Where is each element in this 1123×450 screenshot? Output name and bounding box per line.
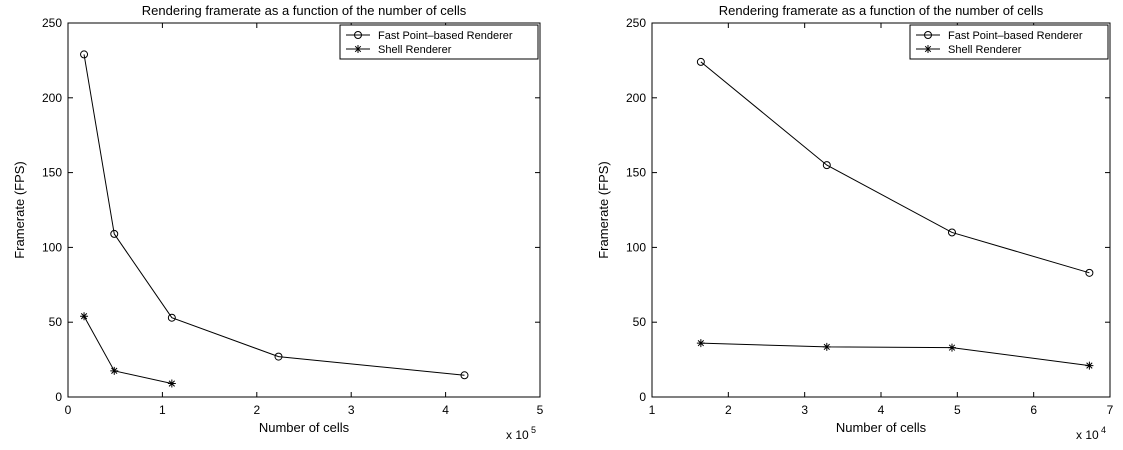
y-axis-label: Framerate (FPS)	[596, 161, 611, 259]
plot-area	[67, 22, 541, 398]
legend-entry: Shell Renderer	[948, 44, 1022, 56]
x-multiplier-exponent: 5	[531, 425, 536, 435]
x-tick-label: 5	[537, 403, 544, 417]
y-tick-label: 100	[42, 240, 62, 254]
data-point-shell-renderer	[947, 343, 956, 352]
chart-right: Rendering framerate as a function of the…	[596, 3, 1114, 442]
legend-entry: Fast Point–based Renderer	[378, 30, 513, 42]
series-line-shell-renderer	[700, 342, 1090, 367]
data-point-shell-renderer	[110, 366, 119, 375]
x-axis-label: Number of cells	[259, 420, 350, 435]
plot-area	[651, 22, 1111, 398]
x-multiplier-exponent: 4	[1101, 425, 1106, 435]
y-tick-label: 150	[626, 166, 646, 180]
data-point-shell-renderer	[1085, 361, 1094, 370]
data-point-fast-point-renderer	[1085, 268, 1094, 277]
y-axis-label: Framerate (FPS)	[12, 161, 27, 259]
data-point-fast-point-renderer	[460, 371, 469, 380]
x-tick-label: 2	[725, 403, 732, 417]
x-tick-label: 4	[878, 403, 885, 417]
y-tick-label: 150	[42, 166, 62, 180]
data-point-fast-point-renderer	[947, 228, 956, 237]
legend	[339, 24, 539, 60]
y-tick-label: 200	[42, 91, 62, 105]
y-tick-label: 100	[626, 240, 646, 254]
legend-entry: Shell Renderer	[378, 44, 452, 56]
y-tick-label: 0	[55, 390, 62, 404]
chart-left: Rendering framerate as a function of the…	[12, 3, 544, 442]
legend-marker	[354, 31, 362, 39]
data-point-fast-point-renderer	[167, 313, 176, 322]
y-tick-label: 200	[626, 91, 646, 105]
legend	[909, 24, 1109, 60]
x-tick-label: 5	[954, 403, 961, 417]
data-point-fast-point-renderer	[822, 161, 831, 170]
chart-title: Rendering framerate as a function of the…	[719, 3, 1044, 18]
x-tick-label: 7	[1107, 403, 1114, 417]
x-tick-label: 4	[442, 403, 449, 417]
data-point-shell-renderer	[822, 342, 831, 351]
x-tick-label: 3	[348, 403, 355, 417]
series-line-shell-renderer	[83, 315, 172, 385]
data-point-fast-point-renderer	[696, 57, 705, 66]
x-multiplier: x 10	[506, 428, 529, 442]
x-multiplier: x 10	[1076, 428, 1099, 442]
y-tick-label: 50	[633, 315, 647, 329]
x-tick-label: 1	[649, 403, 656, 417]
legend-entry: Fast Point–based Renderer	[948, 30, 1083, 42]
legend-marker	[924, 45, 932, 53]
x-tick-label: 1	[159, 403, 166, 417]
data-point-fast-point-renderer	[110, 229, 119, 238]
series-line-fast-point-renderer	[700, 61, 1090, 274]
data-point-shell-renderer	[167, 379, 176, 388]
data-point-shell-renderer	[80, 312, 89, 321]
x-tick-label: 6	[1030, 403, 1037, 417]
x-tick-label: 2	[253, 403, 260, 417]
data-point-shell-renderer	[696, 339, 705, 348]
y-tick-label: 50	[49, 315, 63, 329]
data-point-fast-point-renderer	[274, 352, 283, 361]
y-tick-label: 250	[42, 16, 62, 30]
x-axis-label: Number of cells	[836, 420, 927, 435]
legend-marker	[924, 31, 932, 39]
legend-marker	[354, 45, 362, 53]
x-tick-label: 3	[801, 403, 808, 417]
x-tick-label: 0	[65, 403, 72, 417]
data-point-fast-point-renderer	[80, 50, 89, 59]
series-line-fast-point-renderer	[83, 54, 465, 376]
y-tick-label: 250	[626, 16, 646, 30]
y-tick-label: 0	[639, 390, 646, 404]
chart-title: Rendering framerate as a function of the…	[142, 3, 467, 18]
